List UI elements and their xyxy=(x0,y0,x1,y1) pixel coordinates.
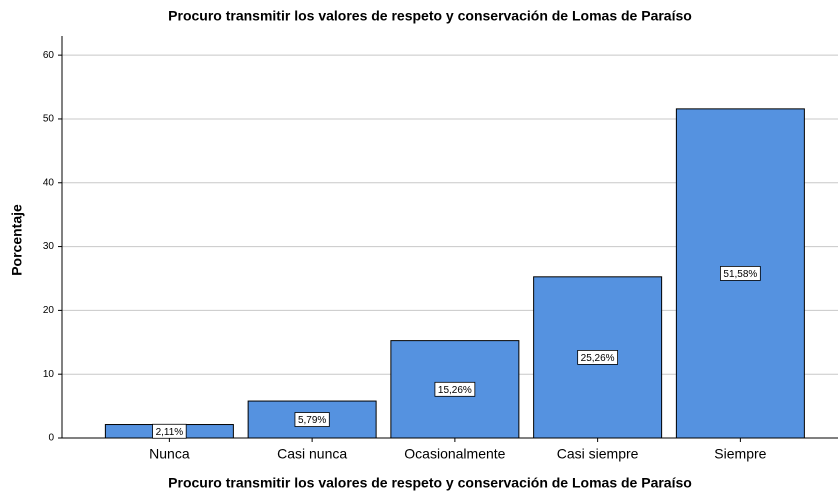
y-tick-label: 0 xyxy=(48,433,54,444)
x-axis-label: Procuro transmitir los valores de respet… xyxy=(168,475,692,491)
value-label: 5,79% xyxy=(298,415,326,426)
x-tick-label: Casi nunca xyxy=(277,446,347,462)
x-tick-label: Ocasionalmente xyxy=(404,446,505,462)
value-label: 2,11% xyxy=(156,427,184,438)
y-tick-label: 50 xyxy=(43,114,55,125)
y-tick-label: 20 xyxy=(43,305,55,316)
x-tick-label: Siempre xyxy=(714,446,766,462)
y-axis-label: Porcentaje xyxy=(9,204,25,276)
chart-title: Procuro transmitir los valores de respet… xyxy=(168,8,692,24)
value-label-box xyxy=(434,381,476,397)
value-label-box xyxy=(294,412,330,427)
value-label: 25,26% xyxy=(581,353,615,364)
value-label: 15,26% xyxy=(438,385,472,396)
value-label-box xyxy=(152,423,187,439)
x-tick-label: Nunca xyxy=(149,446,190,462)
value-label: 51,58% xyxy=(723,269,757,280)
y-tick-label: 10 xyxy=(43,369,55,380)
y-tick-label: 30 xyxy=(43,241,55,252)
value-label-box xyxy=(720,266,761,281)
value-label-box xyxy=(577,350,618,365)
x-tick-label: Casi siempre xyxy=(557,446,639,462)
y-tick-label: 60 xyxy=(43,50,55,61)
y-tick-label: 40 xyxy=(43,177,55,188)
